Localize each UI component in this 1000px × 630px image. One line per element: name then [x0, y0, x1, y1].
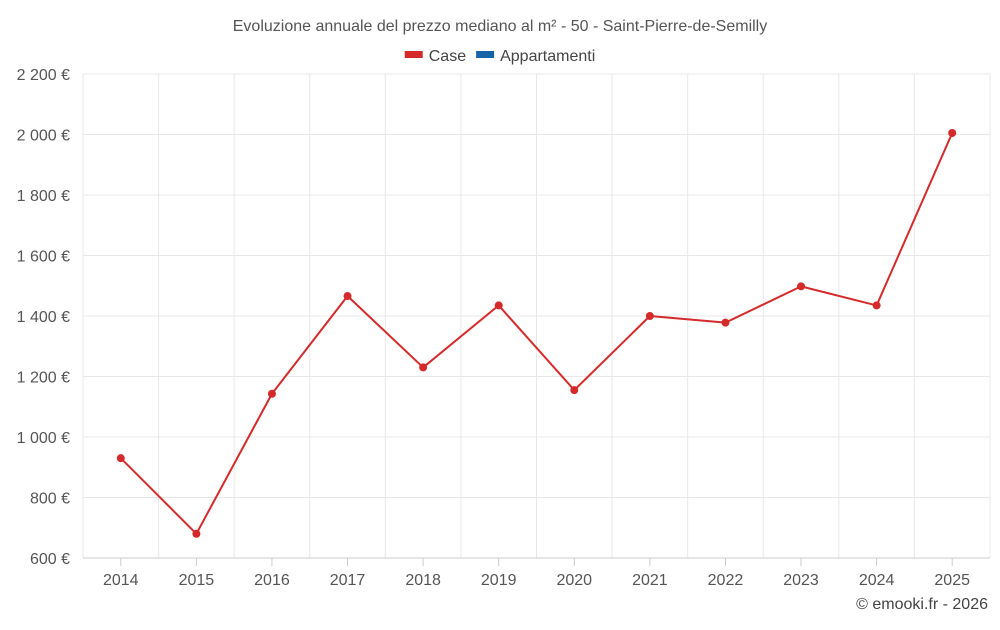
x-tick-label: 2018: [405, 572, 441, 589]
data-point[interactable]: [645, 312, 654, 320]
data-point[interactable]: [419, 363, 428, 372]
x-tick-label: 2017: [330, 572, 366, 589]
x-tick-label: 2014: [103, 572, 139, 589]
data-point[interactable]: [192, 529, 201, 538]
series-layer: [116, 128, 957, 538]
data-point[interactable]: [267, 389, 276, 398]
data-point[interactable]: [570, 386, 579, 395]
x-tick-label: 2020: [556, 572, 592, 589]
y-tick-label: 1 400 €: [17, 309, 70, 326]
y-axis: 600 € 800 € 1 000 € 1 200 € 1 400 € 1 600 € 1 …: [17, 67, 70, 568]
y-tick-label: 1 200 €: [17, 370, 70, 387]
legend-item[interactable]: Appartamenti: [476, 48, 595, 65]
data-point[interactable]: [343, 292, 352, 301]
grid: [82, 73, 991, 559]
x-tick-label: 2024: [859, 572, 895, 589]
legend-label: Case: [429, 48, 466, 65]
y-tick-label: 1 800 €: [17, 188, 70, 205]
y-tick-label: 600 €: [30, 551, 70, 568]
x-tick-label: 2019: [481, 572, 517, 589]
x-tick-label: 2025: [934, 572, 970, 589]
data-point[interactable]: [797, 282, 806, 291]
data-point[interactable]: [116, 454, 125, 463]
legend-swatch: [476, 51, 495, 58]
data-point[interactable]: [948, 128, 957, 137]
y-tick-label: 800 €: [30, 491, 70, 508]
legend: Case Appartamenti: [404, 48, 595, 65]
legend-item[interactable]: Case: [404, 48, 466, 65]
x-tick-label: 2015: [179, 572, 215, 589]
y-tick-label: 2 000 €: [17, 128, 70, 145]
x-tick-label: 2021: [632, 572, 668, 589]
x-tick-label: 2016: [254, 572, 290, 589]
legend-swatch: [404, 51, 423, 58]
chart-title: Evoluzione annuale del prezzo mediano al…: [233, 18, 767, 35]
data-point[interactable]: [721, 318, 730, 327]
data-point[interactable]: [872, 301, 881, 310]
x-tick-label: 2022: [708, 572, 744, 589]
y-tick-label: 1 600 €: [17, 249, 70, 266]
y-tick-label: 2 200 €: [17, 67, 70, 84]
x-tick-label: 2023: [783, 572, 819, 589]
x-axis: 2014 2015 2016 2017 2018 2019 2020 2021 2022 2023…: [83, 557, 990, 589]
series-line: [120, 132, 954, 535]
data-point[interactable]: [494, 301, 503, 310]
legend-label: Appartamenti: [500, 48, 595, 65]
y-tick-label: 1 000 €: [17, 430, 70, 447]
credit-text: © emooki.fr - 2026: [856, 596, 988, 613]
